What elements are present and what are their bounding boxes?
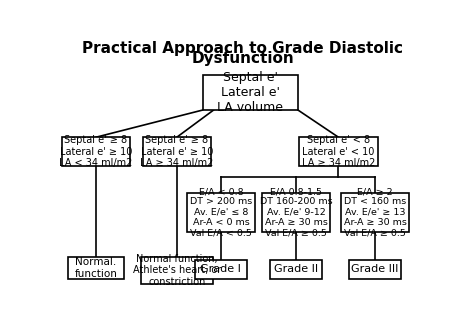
Text: Grade III: Grade III [352,264,399,274]
Text: Grade I: Grade I [201,264,241,274]
FancyBboxPatch shape [195,260,246,279]
FancyBboxPatch shape [62,137,130,166]
FancyBboxPatch shape [341,193,409,232]
FancyBboxPatch shape [271,260,322,279]
FancyBboxPatch shape [349,260,401,279]
FancyBboxPatch shape [143,137,211,166]
Text: Septal e'
Lateral e'
LA volume: Septal e' Lateral e' LA volume [217,71,283,114]
Text: Normal function,
Athlete's heart, or
constriction: Normal function, Athlete's heart, or con… [133,254,221,287]
FancyBboxPatch shape [202,75,298,110]
FancyBboxPatch shape [299,137,378,166]
FancyBboxPatch shape [187,193,255,232]
Text: Practical Approach to Grade Diastolic: Practical Approach to Grade Diastolic [82,41,403,56]
Text: Septal e' < 8
Lateral e' < 10
LA ≥ 34 ml/m2: Septal e' < 8 Lateral e' < 10 LA ≥ 34 ml… [302,135,375,168]
Text: E/A 0.8-1.5
DT 160-200 ms
Av. E/e' 9-12
Ar-A ≥ 30 ms
Val E/A ≥ 0.5: E/A 0.8-1.5 DT 160-200 ms Av. E/e' 9-12 … [260,187,332,238]
Text: Dysfunction: Dysfunction [191,51,294,66]
FancyBboxPatch shape [262,193,330,232]
Text: Grade II: Grade II [274,264,318,274]
Text: Normal.
function: Normal. function [74,257,118,279]
FancyBboxPatch shape [67,257,125,279]
Text: E/A ≥ 2
DT < 160 ms
Av. E/e' ≥ 13
Ar-A ≥ 30 ms
Val E/A ≥ 0.5: E/A ≥ 2 DT < 160 ms Av. E/e' ≥ 13 Ar-A ≥… [344,187,407,238]
FancyBboxPatch shape [141,257,213,284]
Text: Septal e' ≥ 8
Lateral e' ≥ 10
LA < 34 ml/m2: Septal e' ≥ 8 Lateral e' ≥ 10 LA < 34 ml… [59,135,133,168]
Text: E/A < 0.8
DT > 200 ms
Av. E/e' ≤ 8
Ar-A < 0 ms
Val E/A < 0.5: E/A < 0.8 DT > 200 ms Av. E/e' ≤ 8 Ar-A … [190,187,252,238]
Text: Septal e' ≥ 8
Lateral e' ≥ 10
LA ≥ 34 ml/m2: Septal e' ≥ 8 Lateral e' ≥ 10 LA ≥ 34 ml… [140,135,213,168]
